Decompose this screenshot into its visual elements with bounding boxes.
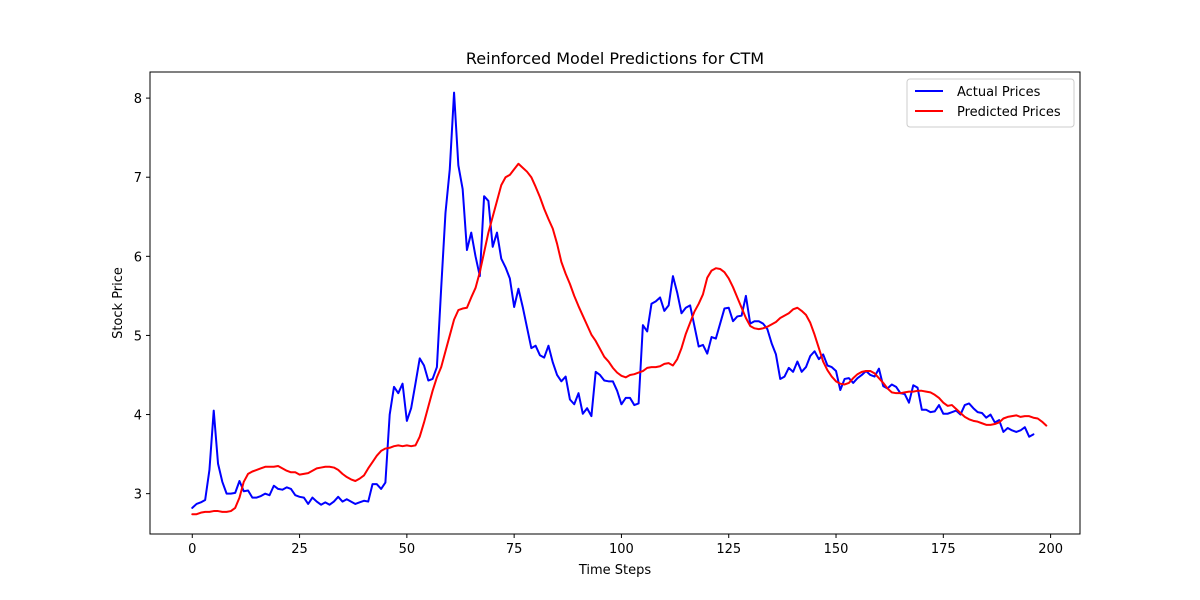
legend: Actual Prices Predicted Prices bbox=[906, 78, 1075, 128]
series-line-predicted-prices bbox=[191, 162, 1048, 516]
x-tick-label: 150 bbox=[824, 542, 849, 557]
y-tick-label: 3 bbox=[134, 488, 142, 503]
x-tick-label: 175 bbox=[931, 542, 956, 557]
x-tick-label: 0 bbox=[188, 542, 196, 557]
y-tick-label: 5 bbox=[134, 329, 142, 344]
x-axis-title: Time Steps bbox=[578, 563, 652, 578]
x-axis: 0 25 50 75 100 125 150 175 200 bbox=[188, 534, 1063, 557]
x-tick-label: 25 bbox=[291, 542, 308, 557]
legend-frame bbox=[906, 78, 1075, 128]
y-axis: 3 4 5 6 7 8 bbox=[134, 92, 150, 503]
y-tick-label: 6 bbox=[134, 250, 142, 265]
y-tick-label: 4 bbox=[134, 409, 142, 424]
x-tick-label: 200 bbox=[1038, 542, 1063, 557]
legend-label-actual-prices: Actual Prices bbox=[957, 85, 1041, 100]
plot-area bbox=[149, 71, 1081, 535]
x-tick-label: 75 bbox=[506, 542, 523, 557]
series-line-actual-prices bbox=[191, 91, 1035, 509]
legend-label-predicted-prices: Predicted Prices bbox=[957, 105, 1061, 120]
y-tick-label: 7 bbox=[134, 171, 142, 186]
y-tick-label: 8 bbox=[134, 92, 142, 107]
chart-title: Reinforced Model Predictions for CTM bbox=[466, 49, 764, 68]
x-tick-label: 50 bbox=[399, 542, 416, 557]
series-layer bbox=[191, 91, 1048, 516]
x-tick-label: 125 bbox=[716, 542, 741, 557]
plot-frame bbox=[149, 71, 1081, 535]
plot-background bbox=[150, 72, 1080, 534]
y-axis-title: Stock Price bbox=[111, 267, 126, 339]
x-tick-label: 100 bbox=[609, 542, 634, 557]
